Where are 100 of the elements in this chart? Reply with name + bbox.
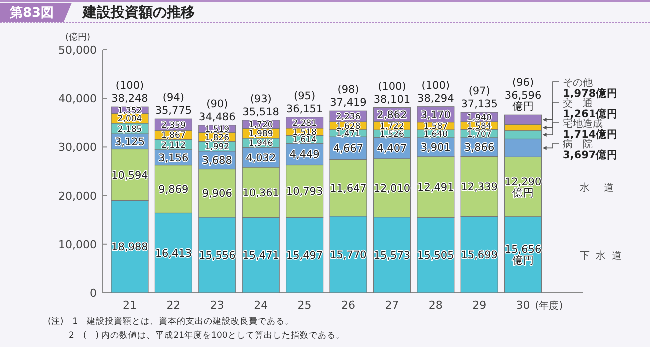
total-label: 38,248 [112,93,148,106]
data-label: 15,497 [286,250,324,262]
annotation: (98) [338,84,360,96]
data-label: 3,125 [114,136,146,148]
data-label: 3,866 [464,142,495,154]
data-label: 1,826 [205,133,230,144]
x-tick-label: 29 [472,299,487,312]
data-label: 1,584 [467,122,492,132]
annotation: (100) [116,80,144,92]
data-label: 15,699 [461,250,498,262]
text: 2 ( ) 内の数値は、平成21年度を100として算出した指数である。 [69,330,345,341]
text: 水道 [580,182,628,194]
total-label: 35,775 [155,105,192,118]
data-label: 12,339 [461,182,498,194]
annotation: (94) [162,92,184,104]
data-label: 1,526 [380,130,404,140]
text: (注) 1 建設投資額とは、資本的支出の建設改良費である。 [48,316,294,327]
data-label: 2,004 [118,114,142,125]
data-label: 10,594 [112,170,149,182]
data-label: 1,714億円 [563,128,618,141]
data-label: 2,359 [162,120,186,131]
data-label: 3,901 [420,142,451,154]
data-label: 3,156 [158,152,190,164]
data-label: 15,770 [330,249,367,262]
data-label: 2,112 [162,140,186,151]
data-label: 2,236 [336,112,361,123]
data-label: 12,290億円 [504,176,542,200]
x-tick-label: 26 [342,299,356,312]
data-label: 1,640 [424,130,448,140]
y-tick-label: 40,000 [58,92,97,106]
data-label: 1,261億円 [563,108,618,120]
x-axis-title: (年度) [535,300,564,312]
data-label: 16,413 [155,248,192,260]
y-tick-label: 20,000 [58,190,97,203]
data-label: 1,989 [248,130,274,140]
y-axis-title: (億円) [65,32,91,43]
text: 病院 [563,138,603,150]
y-tick-label: 10,000 [58,238,97,252]
data-label: 10,361 [242,187,280,200]
data-label: 2,185 [118,124,142,135]
data-label: 1,978億円 [563,87,618,100]
data-label: 4,449 [290,149,320,162]
data-label: 15,573 [374,250,411,262]
data-label: 1,722 [380,122,404,132]
data-label: 2,281 [292,118,317,129]
data-label: 15,471 [242,250,280,262]
data-label: 1,720 [248,120,274,131]
data-label: 3,688 [202,155,232,168]
total-label: 35,518 [242,106,280,118]
total-label: 38,294 [418,92,455,105]
total-label: 36,151 [286,103,324,116]
data-label: 1,867 [162,131,186,142]
data-label: 4,407 [377,143,408,156]
annotation: (100) [378,80,406,93]
total-label: 38,101 [374,94,411,106]
data-label: 9,906 [202,188,233,200]
text: その他 [563,77,593,89]
x-tick-label: 23 [210,299,224,312]
annotation: (90) [206,98,228,110]
data-label: 1,519 [205,125,230,136]
x-tick-label: 30 [516,299,530,312]
data-label: 4,667 [333,143,364,156]
data-label: 15,556 [199,250,236,262]
total-label: 37,419 [330,97,367,110]
x-tick-label: 24 [254,299,268,312]
data-label: 1,940 [467,113,492,124]
data-label: 9,869 [158,184,189,196]
data-label: 3,697億円 [563,148,618,162]
data-label: 3,170 [420,109,451,122]
chart-title: 建設投資額の推移 [82,4,195,21]
data-label: 1,946 [248,139,274,150]
data-label: 11,647 [330,182,367,195]
total-label: 34,486 [199,111,236,124]
data-label: 4,032 [246,152,276,164]
x-tick-label: 27 [385,299,400,312]
data-label: 15,656億円 [504,244,542,268]
data-label: 1,352 [118,106,142,116]
text: 交通 [563,98,603,110]
data-label: 12,010 [374,182,411,195]
annotation: (96) [512,77,534,90]
annotation: (93) [250,93,272,106]
annotation: (95) [294,90,316,102]
annotation: (100) [422,80,450,92]
data-label: 18,988 [112,242,148,254]
annotation: (97) [468,86,490,98]
data-label: 1,614 [292,136,317,146]
data-label: 1,992 [205,142,230,153]
data-label: 10,793 [286,186,324,198]
y-tick-label: 30,000 [58,141,97,154]
x-tick-label: 25 [298,299,312,312]
x-tick-label: 21 [123,299,137,312]
text: 下水道 [580,250,628,262]
y-tick-label: 0 [90,287,97,300]
text: 宅地造成 [563,118,603,130]
total-label: 37,135 [461,98,498,111]
text: 第83図 [9,6,54,21]
x-tick-label: 22 [166,299,181,312]
data-label: 1,471 [336,130,361,140]
data-label: 1,707 [467,130,492,140]
y-tick-label: 50,000 [58,44,97,57]
